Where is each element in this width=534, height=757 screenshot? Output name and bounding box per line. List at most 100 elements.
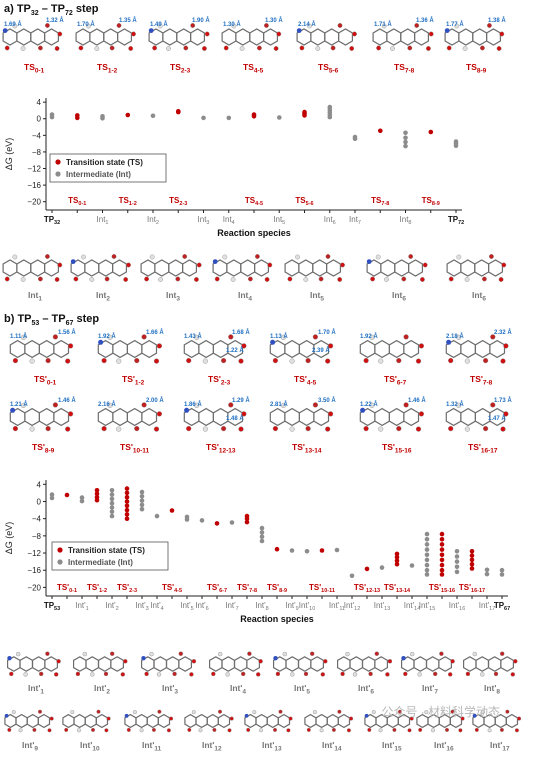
ts-prime-13-14-structure-distance-label: 3.50 Å bbox=[318, 398, 336, 404]
ts-prime-0-1-structure-distance-label: 1.11 Å bbox=[10, 334, 28, 340]
ts-1-2-label: TS1-2 bbox=[97, 62, 118, 75]
int-prime-10-structure bbox=[62, 709, 111, 733]
panel-a-title: a) TP32 – TP72 step bbox=[4, 3, 99, 18]
chart-b-data-point bbox=[454, 559, 460, 564]
chart-b-data-point bbox=[124, 516, 130, 521]
int-prime-4-structure bbox=[209, 651, 263, 677]
ts-8-9-structure-distance-label: 1.38 Å bbox=[488, 18, 506, 24]
int-prime-15-structure bbox=[364, 709, 414, 733]
ts-prime-6-7-structure-distance-label: 1.92 Å bbox=[360, 334, 378, 340]
int-1-structure bbox=[2, 254, 63, 282]
panel-b-title: b) TP53 – TP67 step bbox=[4, 313, 100, 328]
chart-b-data-point bbox=[454, 554, 460, 559]
chart-b-data-point bbox=[334, 547, 340, 553]
chart-a-category-label: TS7-8 bbox=[371, 196, 389, 207]
chart-b-category-label: TS'16-17 bbox=[459, 583, 485, 594]
chart-b-data-point bbox=[424, 537, 430, 542]
chart-a-category-label: TP32 bbox=[44, 215, 60, 226]
ts-prime-16-17-label: TS'16-17 bbox=[468, 442, 498, 455]
ts-prime-4-5-structure-distance-label: 2.39 Å bbox=[312, 348, 330, 354]
chart-a-data-point bbox=[302, 113, 307, 118]
int-prime-11-label: Int'11 bbox=[142, 740, 162, 753]
chart-a-legend-marker bbox=[55, 171, 61, 177]
chart-b-category-label: Int'2 bbox=[105, 601, 118, 612]
chart-b-data-point bbox=[124, 507, 130, 513]
chart-b-data-point bbox=[439, 531, 445, 537]
chart-b-category-label: TS'6-7 bbox=[207, 583, 227, 594]
chart-b-category-label: Int'14 bbox=[404, 601, 421, 612]
int-prime-17-label: Int'17 bbox=[490, 740, 510, 753]
chart-b-data-point bbox=[469, 553, 475, 558]
ts-5-6-structure-distance-label: 2.14 Å bbox=[298, 22, 316, 28]
chart-a-y-tick-label: −20 bbox=[27, 198, 41, 207]
chart-b-data-point bbox=[49, 495, 55, 501]
chart-b-data-point bbox=[469, 566, 475, 571]
chart-b-category-label: TS'15-16 bbox=[429, 583, 455, 594]
int-1-label: Int1 bbox=[28, 290, 43, 303]
ts-5-6-structure bbox=[296, 23, 357, 51]
ts-7-8-label: TS7-8 bbox=[394, 62, 415, 75]
ts-7-8-structure-distance-label: 1.71 Å bbox=[374, 22, 392, 28]
chart-b-data-point bbox=[229, 520, 235, 525]
chart-a-y-tick-label: −16 bbox=[27, 181, 41, 190]
chart-b-data-point bbox=[439, 537, 445, 542]
chart-b-category-label: Int'10 bbox=[299, 601, 316, 612]
int-prime-4-label: Int'4 bbox=[230, 683, 247, 696]
chart-b-category-label: Int'15 bbox=[419, 601, 436, 612]
chart-a-data-point bbox=[378, 128, 383, 134]
chart-b-data-point bbox=[304, 549, 310, 554]
chart-b-data-point bbox=[139, 506, 145, 512]
int-prime-9-structure bbox=[4, 709, 54, 733]
chart-b-data-point bbox=[394, 561, 400, 567]
chart-a-y-tick-label: 4 bbox=[37, 98, 42, 107]
chart-b-data-point bbox=[139, 489, 145, 495]
chart-b-category-label: TS'4-5 bbox=[162, 583, 182, 594]
watermark-text: 公众号 · 材料科学动态 bbox=[381, 705, 500, 719]
chart-a-category-label: Int2 bbox=[147, 215, 159, 226]
chart-b-category-label: TS'8-9 bbox=[267, 583, 287, 594]
ts-1-2-structure-distance-label: 1.70 Å bbox=[77, 22, 95, 28]
ts-prime-1-2-label: TS'1-2 bbox=[122, 374, 145, 387]
chart-a-category-label: Int1 bbox=[97, 215, 109, 226]
chart-b-category-label: Int'3 bbox=[135, 601, 148, 612]
chart-b-data-point bbox=[109, 488, 115, 493]
int-prime-9-label: Int'9 bbox=[22, 740, 39, 753]
ts-2-3-structure-distance-label: 1.49 Å bbox=[150, 22, 168, 28]
chart-a-category-label: Int5 bbox=[273, 215, 285, 226]
int-prime-1-label: Int'1 bbox=[28, 683, 45, 696]
chart-b-category-label: Int'17 bbox=[479, 601, 496, 612]
chart-a-category-label: TS8-9 bbox=[422, 196, 440, 207]
chart-b-category-label: Int'6 bbox=[195, 601, 208, 612]
int-prime-8-label: Int'8 bbox=[484, 683, 501, 696]
ts-prime-10-11-label: TS'10-11 bbox=[120, 442, 150, 455]
chart-b-x-axis-label: Reaction species bbox=[240, 614, 314, 624]
chart-a-category-label: TS2-3 bbox=[169, 196, 187, 207]
ts-0-1-structure-distance-label: 1.69 Å bbox=[4, 22, 22, 28]
chart-b-data-point bbox=[109, 505, 115, 510]
ts-0-1-structure bbox=[2, 23, 63, 51]
chart-a-data-point bbox=[251, 114, 257, 119]
chart-b-data-point bbox=[439, 562, 445, 568]
ts-8-9-label: TS8-9 bbox=[466, 62, 487, 75]
ts-1-2-structure-distance-label: 1.35 Å bbox=[119, 18, 137, 24]
chart-b-data-point bbox=[109, 496, 115, 502]
chart-b-data-point bbox=[139, 498, 145, 503]
ts-prime-2-3-structure-distance-label: 1.43 Å bbox=[184, 334, 202, 340]
chart-a-data-point bbox=[403, 139, 408, 145]
chart-b-data-point bbox=[124, 486, 130, 491]
ts-prime-6-7-label: TS'6-7 bbox=[384, 374, 407, 387]
ts-4-5-structure-distance-label: 1.30 Å bbox=[223, 22, 241, 28]
ts-prime-16-17-structure-distance-label: 1.73 Å bbox=[494, 398, 512, 404]
int-prime-2-structure bbox=[73, 651, 128, 677]
chart-b-category-label: TS'13-14 bbox=[384, 583, 411, 594]
int-prime-7-label: Int'7 bbox=[422, 683, 439, 696]
ts-prime-4-5-structure-distance-label: 1.13 Å bbox=[270, 334, 288, 340]
chart-b-category-label: TS'10-11 bbox=[309, 583, 335, 594]
chart-a-data-point bbox=[100, 116, 105, 121]
chart-b-data-point bbox=[184, 517, 190, 522]
chart-a-legend-marker bbox=[55, 159, 61, 165]
chart-b-y-tick-label: −16 bbox=[27, 566, 41, 575]
panel-a-energy-chart: 4 0 −4 −8 −12 −16 −20 ΔG (eV) TP32 TS0-1 Int1 TS1-2… bbox=[4, 98, 464, 238]
chart-b-y-tick-label: −20 bbox=[27, 583, 41, 592]
chart-b-data-point bbox=[469, 549, 475, 554]
